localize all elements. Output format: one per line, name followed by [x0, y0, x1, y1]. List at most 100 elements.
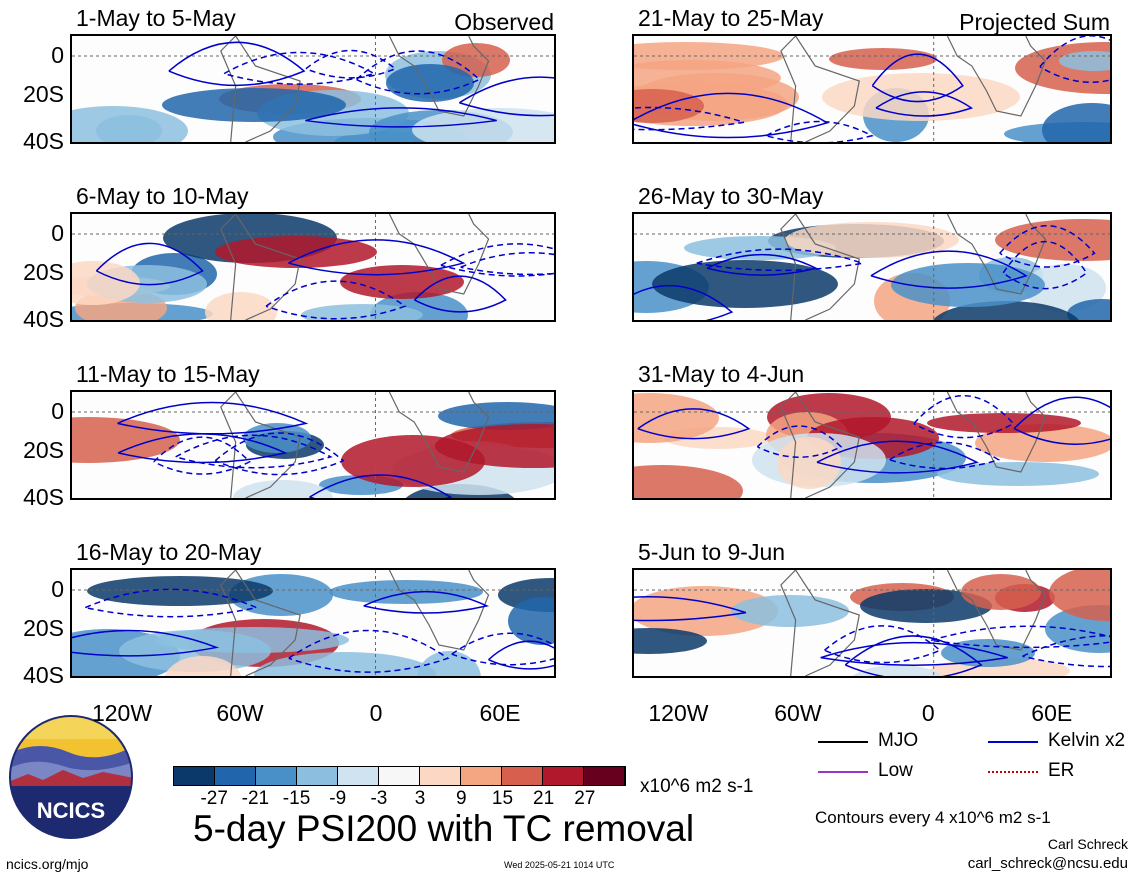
- legend-line: [818, 741, 868, 743]
- timestamp: Wed 2025-05-21 1014 UTC: [504, 860, 615, 870]
- panel-title: 16-May to 20-May: [76, 539, 262, 565]
- psi-anomaly-shading: [1024, 264, 1106, 312]
- kelvin-contour: [816, 440, 979, 474]
- y-tick-label: 20S: [23, 259, 64, 285]
- logo-text: NCICS: [37, 798, 105, 823]
- psi-anomaly-shading: [340, 265, 464, 299]
- africa-outline: [946, 36, 1047, 117]
- kelvin-contour: [363, 590, 490, 614]
- map-plot: [632, 34, 1112, 144]
- y-tick-label: 0: [51, 42, 64, 68]
- psi-anomaly-shading: [155, 627, 349, 653]
- south-america-outline: [780, 214, 860, 320]
- kelvin-contour: [309, 474, 453, 498]
- kelvin-contour: [889, 441, 1001, 470]
- map-plot: [70, 212, 556, 322]
- colorbar-swatch: [215, 767, 256, 785]
- kelvin-contour: [871, 53, 964, 103]
- psi-anomaly-shading: [829, 48, 937, 70]
- map-plot: [70, 390, 556, 500]
- legend-line: [988, 741, 1038, 743]
- map-plot: [70, 34, 556, 144]
- kelvin-contour: [117, 401, 309, 435]
- psi-anomaly-shading: [975, 424, 1110, 462]
- colorbar-units: x10^6 m2 s-1: [640, 776, 754, 797]
- legend-line: [818, 771, 868, 773]
- map-plot: [632, 568, 1112, 678]
- psi-anomaly-shading: [412, 108, 554, 142]
- psi-anomaly-shading: [72, 106, 188, 142]
- legend-label: Low: [878, 760, 913, 781]
- colorbar-swatch: [379, 767, 420, 785]
- psi-anomaly-shading: [162, 88, 346, 122]
- x-tick-label: 60W: [774, 700, 822, 726]
- y-tick-label: 40S: [23, 128, 64, 154]
- kelvin-contour: [153, 436, 251, 475]
- kelvin-contour: [1013, 396, 1110, 446]
- map-plot: [632, 212, 1112, 322]
- panel-title: 1-May to 5-May: [76, 5, 236, 31]
- africa-outline: [388, 36, 490, 117]
- y-tick-label: 20S: [23, 81, 64, 107]
- kelvin-contour: [223, 51, 377, 85]
- panel-tag: Observed: [454, 9, 554, 35]
- x-tick-label: 60E: [479, 700, 521, 726]
- map-plot: [70, 568, 556, 678]
- ncics-logo: NCICS: [8, 714, 134, 844]
- psi-anomaly-shading: [852, 665, 944, 676]
- kelvin-contour: [823, 625, 942, 664]
- psi-anomaly-shading: [731, 595, 849, 627]
- kelvin-contour: [844, 635, 983, 676]
- south-america-outline: [220, 392, 301, 498]
- colorbar-label: -9: [329, 788, 347, 809]
- panel-tag: Projected Sum: [959, 9, 1110, 35]
- kelvin-contour: [488, 640, 554, 670]
- y-tick-label: 20S: [23, 437, 64, 463]
- panel-title: 21-May to 25-May: [638, 5, 824, 31]
- psi-anomaly-shading: [891, 263, 1045, 307]
- x-tick-label: 0: [921, 700, 935, 726]
- kelvin-contour: [440, 243, 554, 277]
- psi-anomaly-shading: [205, 292, 277, 320]
- psi-anomaly-shading: [508, 597, 554, 645]
- psi-anomaly-shading: [72, 417, 180, 463]
- kelvin-contour: [355, 50, 481, 95]
- panel-title: 31-May to 4-Jun: [638, 361, 805, 387]
- kelvin-contour: [305, 49, 397, 79]
- south-america-outline: [220, 214, 301, 320]
- psi-anomaly-shading: [860, 589, 992, 623]
- colorbar-swatch: [502, 767, 543, 785]
- x-tick-label: 60W: [216, 700, 264, 726]
- colorbar-label: 27: [574, 788, 596, 809]
- psi-anomaly-shading: [927, 413, 1081, 433]
- colorbar-label: -27: [200, 788, 228, 809]
- y-tick-label: 0: [51, 398, 64, 424]
- x-tick-label: 60E: [1031, 700, 1073, 726]
- psi-anomaly-shading: [1067, 299, 1110, 320]
- kelvin-contour: [95, 242, 204, 286]
- africa-outline: [388, 570, 490, 651]
- author: Carl Schreck: [1047, 836, 1128, 852]
- psi-anomaly-shading: [87, 576, 273, 606]
- colorbar-label: 15: [491, 788, 514, 809]
- south-america-outline: [780, 570, 860, 676]
- y-tick-label: 0: [51, 220, 64, 246]
- kelvin-contour: [458, 76, 554, 117]
- colorbar-label: 21: [533, 788, 555, 809]
- colorbar-swatch: [297, 767, 338, 785]
- x-tick-label: 0: [369, 700, 383, 726]
- y-tick-label: 20S: [23, 615, 64, 641]
- psi-anomaly-shading: [72, 261, 140, 305]
- y-tick-label: 0: [51, 576, 64, 602]
- main-title: 5-day PSI200 with TC removal: [193, 808, 695, 849]
- psi-anomaly-shading: [777, 437, 841, 489]
- psi-anomaly-shading: [1049, 570, 1110, 621]
- kelvin-contour: [870, 250, 1028, 289]
- psi-anomaly-shading: [937, 462, 1099, 486]
- kelvin-contour: [765, 120, 874, 142]
- psi-anomaly-shading: [301, 304, 423, 320]
- colorbar-swatch: [543, 767, 584, 785]
- psi-anomaly-shading: [442, 43, 510, 77]
- panel-title: 11-May to 15-May: [76, 361, 260, 387]
- psi-anomaly-shading: [438, 402, 554, 430]
